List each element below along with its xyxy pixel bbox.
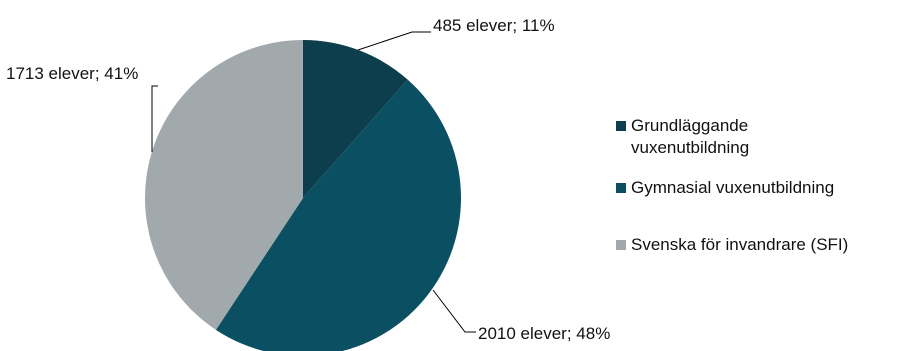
legend-label-grundl-ggande-vuxenutbildning-line-2: vuxenutbildning: [631, 138, 749, 157]
data-label-gymnasial-vuxenutbildning: 2010 elever; 48%: [478, 324, 610, 343]
data-label-grundl-ggande-vuxenutbildning: 485 elever; 11%: [433, 16, 555, 35]
legend-label-svenska-f-r-invandrare-sfi: Svenska för invandrare (SFI): [631, 235, 848, 254]
legend-swatch-svenska-f-r-invandrare-sfi: [616, 240, 626, 250]
legend-swatch-grundl-ggande-vuxenutbildning: [616, 121, 626, 131]
legend-label-grundl-ggande-vuxenutbildning-line-1: Grundläggande: [631, 116, 748, 135]
leader-line-gymnasial-vuxenutbildning: [433, 290, 476, 332]
leader-line-grundl-ggande-vuxenutbildning: [358, 32, 431, 50]
legend-swatch-gymnasial-vuxenutbildning: [616, 183, 626, 193]
legend-label-gymnasial-vuxenutbildning: Gymnasial vuxenutbildning: [631, 178, 834, 197]
data-label-svenska-f-r-invandrare-sfi: 1713 elever; 41%: [6, 64, 138, 83]
